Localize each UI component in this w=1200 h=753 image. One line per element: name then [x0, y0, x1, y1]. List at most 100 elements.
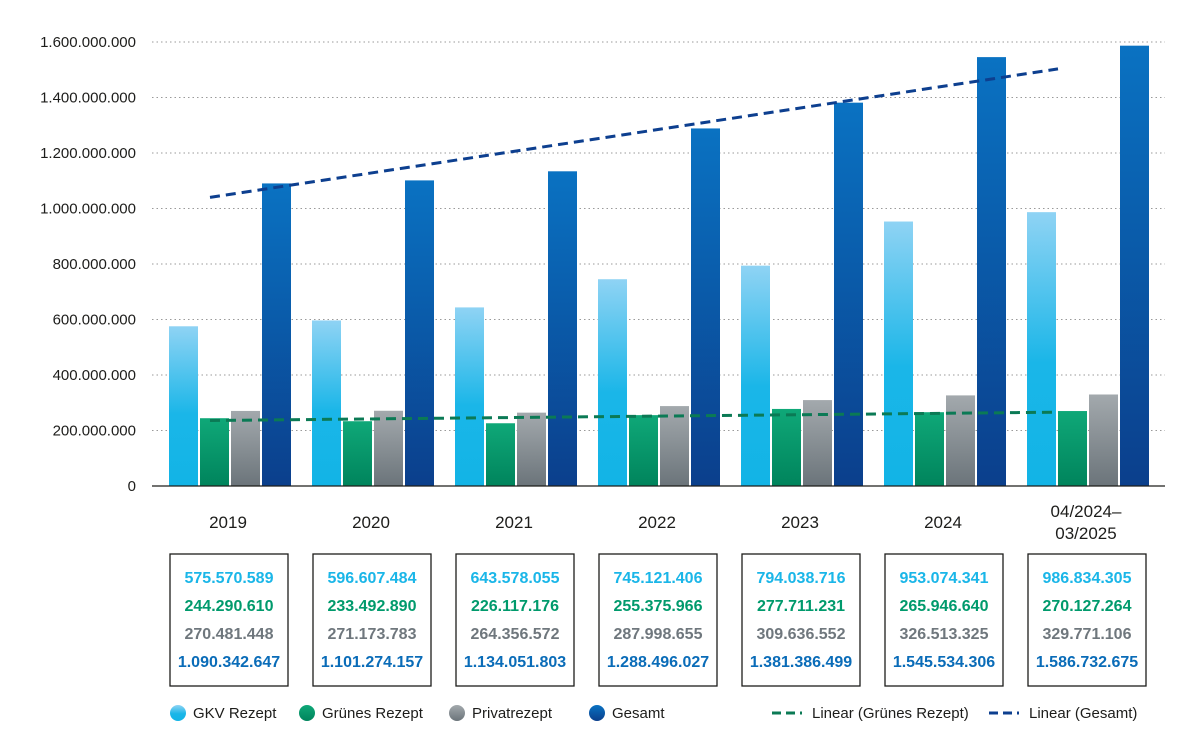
y-tick-label: 1.400.000.000: [40, 90, 136, 107]
y-tick-label: 1.600.000.000: [40, 34, 136, 51]
value-label: 794.038.716: [757, 570, 846, 587]
bar-0-0: [169, 326, 198, 486]
value-label: 1.545.534.306: [893, 654, 995, 671]
y-tick-label: 1.200.000.000: [40, 145, 136, 162]
value-label: 277.711.231: [757, 598, 845, 615]
y-tick-label: 400.000.000: [53, 367, 136, 384]
bar-3-0: [262, 183, 291, 486]
y-tick-label: 0: [128, 478, 136, 495]
legend-swatch: [170, 705, 186, 721]
value-label: 953.074.341: [900, 570, 989, 587]
value-box: 745.121.406 255.375.966 287.998.655 1.288.4…: [598, 553, 718, 687]
bar-0-3: [598, 279, 627, 486]
value-label: 643.578.055: [471, 570, 560, 587]
value-label: 265.946.640: [900, 598, 989, 615]
y-axis-ticks: 0 200.000.000 400.000.000 600.000.000 800.00…: [40, 34, 136, 495]
value-box: 953.074.341 265.946.640 326.513.325 1.545.5…: [884, 553, 1004, 687]
legend-label: Gesamt: [612, 705, 665, 722]
bar-0-4: [741, 265, 770, 486]
category-label: 2023: [781, 513, 819, 532]
value-box-frame: [1027, 553, 1147, 687]
legend-swatch: [299, 705, 315, 721]
legend-label: Linear (Grünes Rezept): [812, 705, 969, 722]
bar-1-4: [772, 408, 801, 486]
value-label: 1.090.342.647: [178, 654, 280, 671]
value-label: 326.513.325: [900, 626, 989, 643]
category-label: 2024: [924, 513, 962, 532]
grid-lines: [152, 41, 1165, 431]
category-label: 2021: [495, 513, 533, 532]
bar-0-5: [884, 221, 913, 487]
legend-label: Linear (Gesamt): [1029, 705, 1137, 722]
bar-0-2: [455, 307, 484, 486]
value-box-frame: [169, 553, 289, 687]
bar-3-6: [1120, 45, 1149, 487]
bar-1-0: [200, 418, 229, 486]
value-label: 1.101.274.157: [321, 654, 423, 671]
legend-trend-1: Linear (Gesamt): [989, 705, 1137, 722]
trendline-1: [209, 67, 1059, 199]
bar-2-0: [231, 410, 260, 486]
value-box-frame: [455, 553, 575, 687]
value-label: 270.481.448: [185, 626, 274, 643]
value-label: 270.127.264: [1043, 598, 1132, 615]
legend-item-3: Gesamt: [589, 705, 665, 722]
value-box-frame: [884, 553, 1004, 687]
category-label: 2019: [209, 513, 247, 532]
bar-2-1: [374, 410, 403, 486]
legend-label: Privatrezept: [472, 705, 553, 722]
value-label: 1.134.051.803: [464, 654, 566, 671]
legend-label: GKV Rezept: [193, 705, 277, 722]
value-label: 1.288.496.027: [607, 654, 709, 671]
trendlines: [209, 67, 1059, 423]
value-box: 794.038.716 277.711.231 309.636.552 1.381.3…: [741, 553, 861, 687]
legend: GKV Rezept Grünes Rezept Privatrezept Gesam…: [170, 705, 1137, 722]
y-tick-label: 200.000.000: [53, 423, 136, 440]
value-label: 233.492.890: [328, 598, 417, 615]
bar-3-2: [548, 171, 577, 486]
value-label: 255.375.966: [614, 598, 703, 615]
legend-swatch: [449, 705, 465, 721]
bar-1-2: [486, 423, 515, 486]
bars: [169, 45, 1149, 487]
bar-2-6: [1089, 394, 1118, 486]
category-label: 2020: [352, 513, 390, 532]
value-box: 643.578.055 226.117.176 264.356.572 1.134.0…: [455, 553, 575, 687]
value-box: 596.607.484 233.492.890 271.173.783 1.101.2…: [312, 553, 432, 687]
y-tick-label: 600.000.000: [53, 312, 136, 329]
value-box: 986.834.305 270.127.264 329.771.106 1.586.7…: [1027, 553, 1147, 687]
value-label: 986.834.305: [1043, 570, 1132, 587]
value-label: 244.290.610: [185, 598, 274, 615]
bar-1-6: [1058, 411, 1087, 486]
bar-3-1: [405, 180, 434, 486]
bar-2-2: [517, 412, 546, 486]
y-tick-label: 800.000.000: [53, 256, 136, 273]
legend-item-2: Privatrezept: [449, 705, 553, 722]
trendline-0: [209, 410, 1059, 423]
bar-3-3: [691, 128, 720, 486]
value-label: 596.607.484: [328, 570, 417, 587]
bar-0-1: [312, 320, 341, 486]
y-tick-label: 1.000.000.000: [40, 201, 136, 218]
legend-swatch: [589, 705, 605, 721]
bar-3-4: [834, 102, 863, 486]
value-label: 1.586.732.675: [1036, 654, 1138, 671]
value-box: 575.570.589 244.290.610 270.481.448 1.090.3…: [169, 553, 289, 687]
value-label: 745.121.406: [614, 570, 703, 587]
bar-1-5: [915, 412, 944, 486]
value-label: 264.356.572: [471, 626, 560, 643]
value-label: 226.117.176: [471, 598, 559, 615]
category-label: 03/2025: [1055, 524, 1116, 543]
value-label: 1.381.386.499: [750, 654, 852, 671]
value-label: 329.771.106: [1043, 626, 1132, 643]
legend-item-1: Grünes Rezept: [299, 705, 424, 722]
value-tables: 575.570.589 244.290.610 270.481.448 1.090.3…: [169, 553, 1147, 687]
value-label: 575.570.589: [185, 570, 274, 587]
value-box-frame: [598, 553, 718, 687]
x-axis-categories: 2019 2020 2021 2022 2023 2024 04/2024– 03/2025: [209, 502, 1122, 543]
value-label: 309.636.552: [757, 626, 846, 643]
bar-1-1: [343, 421, 372, 486]
bar-1-3: [629, 415, 658, 486]
